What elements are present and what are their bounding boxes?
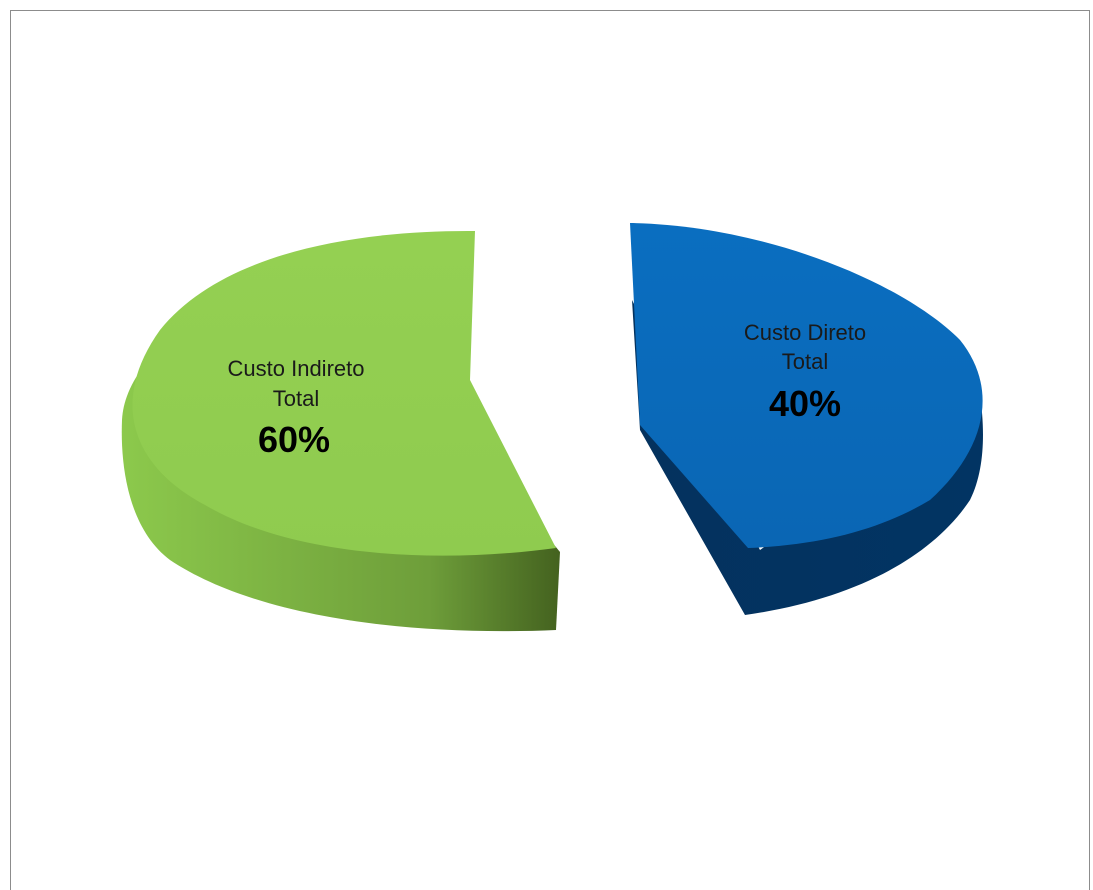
slice-label-line-2: Total	[782, 349, 828, 374]
slice-custo-direto	[630, 223, 983, 615]
slice-label-line-1: Custo Direto	[744, 320, 866, 345]
slice-value-label: 40%	[769, 383, 841, 424]
slice-value-label: 60%	[258, 419, 330, 460]
slice-custo-indireto-top	[132, 230, 556, 556]
slice-custo-direto-top	[630, 223, 983, 548]
slice-label-line-1: Custo Indireto	[228, 356, 365, 381]
slice-custo-direto-side	[632, 300, 983, 615]
slice-label-line-2: Total	[273, 386, 319, 411]
slice-custo-indireto	[121, 230, 560, 632]
